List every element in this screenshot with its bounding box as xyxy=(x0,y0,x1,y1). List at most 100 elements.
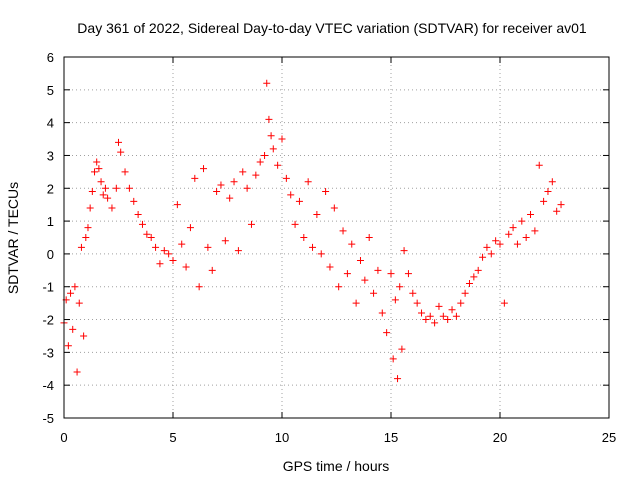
data-point xyxy=(80,332,88,340)
data-point xyxy=(134,211,142,219)
data-point xyxy=(413,299,421,307)
data-point xyxy=(152,243,160,251)
data-point xyxy=(465,279,473,287)
data-point xyxy=(313,211,321,219)
data-points xyxy=(60,79,565,383)
data-point xyxy=(487,250,495,258)
data-point xyxy=(282,174,290,182)
data-point xyxy=(457,299,465,307)
data-point xyxy=(522,234,530,241)
data-point xyxy=(513,240,521,248)
data-point xyxy=(339,227,347,235)
data-point xyxy=(374,266,382,274)
data-point xyxy=(265,115,273,123)
data-point xyxy=(221,237,229,245)
y-tick-label: 2 xyxy=(47,181,54,196)
data-point xyxy=(226,194,234,202)
data-point xyxy=(256,158,264,166)
data-point xyxy=(138,220,146,228)
y-tick-label: 1 xyxy=(47,214,54,229)
data-point xyxy=(101,184,109,192)
y-tick-label: 4 xyxy=(47,116,54,131)
data-point xyxy=(383,329,391,337)
y-tick-label: 6 xyxy=(47,50,54,65)
data-point xyxy=(527,211,535,219)
data-point xyxy=(67,289,75,297)
data-point xyxy=(191,174,199,182)
y-axis-label: SDTVAR / TECUs xyxy=(5,182,21,294)
data-point xyxy=(391,296,399,304)
data-point xyxy=(548,178,556,186)
y-axis-tick-labels: -5 -4 -3 -2 -1 0 1 2 3 4 5 6 xyxy=(42,50,54,426)
data-point xyxy=(195,283,203,291)
data-point xyxy=(531,227,539,235)
data-point xyxy=(88,188,96,196)
data-point xyxy=(84,224,92,232)
data-point xyxy=(263,79,271,87)
data-point xyxy=(156,260,164,268)
data-point xyxy=(104,194,112,202)
data-point xyxy=(378,309,386,317)
data-point xyxy=(431,319,439,327)
data-point xyxy=(479,253,487,261)
data-point xyxy=(544,188,552,196)
data-point xyxy=(309,243,317,251)
x-tick-label: 15 xyxy=(384,430,398,445)
data-point xyxy=(115,138,122,146)
data-point xyxy=(518,217,526,225)
x-tick-label: 20 xyxy=(493,430,507,445)
data-point xyxy=(439,312,447,320)
data-point xyxy=(483,243,491,251)
data-point xyxy=(64,342,72,350)
data-point xyxy=(173,201,181,209)
data-point xyxy=(97,178,105,186)
data-point xyxy=(247,220,255,228)
data-point xyxy=(365,234,373,241)
data-point xyxy=(130,197,138,205)
data-point xyxy=(261,151,269,159)
data-point xyxy=(169,256,177,264)
data-point xyxy=(182,263,190,271)
data-point xyxy=(165,250,173,258)
data-point xyxy=(91,168,99,176)
data-point xyxy=(230,178,238,186)
data-point xyxy=(387,270,395,278)
data-point xyxy=(352,299,360,307)
y-tick-label: 0 xyxy=(47,247,54,262)
data-point xyxy=(343,270,351,278)
data-point xyxy=(500,299,508,307)
data-point xyxy=(93,158,101,166)
data-point xyxy=(470,273,478,281)
data-point xyxy=(492,237,500,245)
data-point xyxy=(444,316,452,324)
data-point xyxy=(186,224,194,232)
data-point xyxy=(535,161,543,169)
y-tick-label: 3 xyxy=(47,148,54,163)
data-point xyxy=(396,283,404,291)
data-point xyxy=(435,302,443,310)
data-point xyxy=(213,188,221,196)
data-point xyxy=(418,309,426,317)
data-point xyxy=(95,165,103,173)
data-point xyxy=(361,276,369,284)
data-point xyxy=(326,263,334,271)
data-point xyxy=(452,312,460,320)
y-tick-label: -1 xyxy=(42,280,54,295)
data-point xyxy=(409,289,417,297)
data-point xyxy=(295,197,303,205)
data-point xyxy=(509,224,517,232)
y-tick-label: -5 xyxy=(42,411,54,426)
chart-title: Day 361 of 2022, Sidereal Day-to-day VTE… xyxy=(77,20,587,36)
x-tick-label: 10 xyxy=(275,430,289,445)
data-point xyxy=(217,181,225,189)
data-point xyxy=(400,247,408,255)
data-point xyxy=(69,325,77,333)
data-point xyxy=(461,289,469,297)
data-point xyxy=(540,197,548,205)
data-point xyxy=(553,207,561,215)
x-tick-label: 5 xyxy=(169,430,176,445)
data-point xyxy=(121,168,129,176)
data-point xyxy=(147,234,155,241)
data-point xyxy=(77,243,85,251)
data-point xyxy=(278,135,286,143)
